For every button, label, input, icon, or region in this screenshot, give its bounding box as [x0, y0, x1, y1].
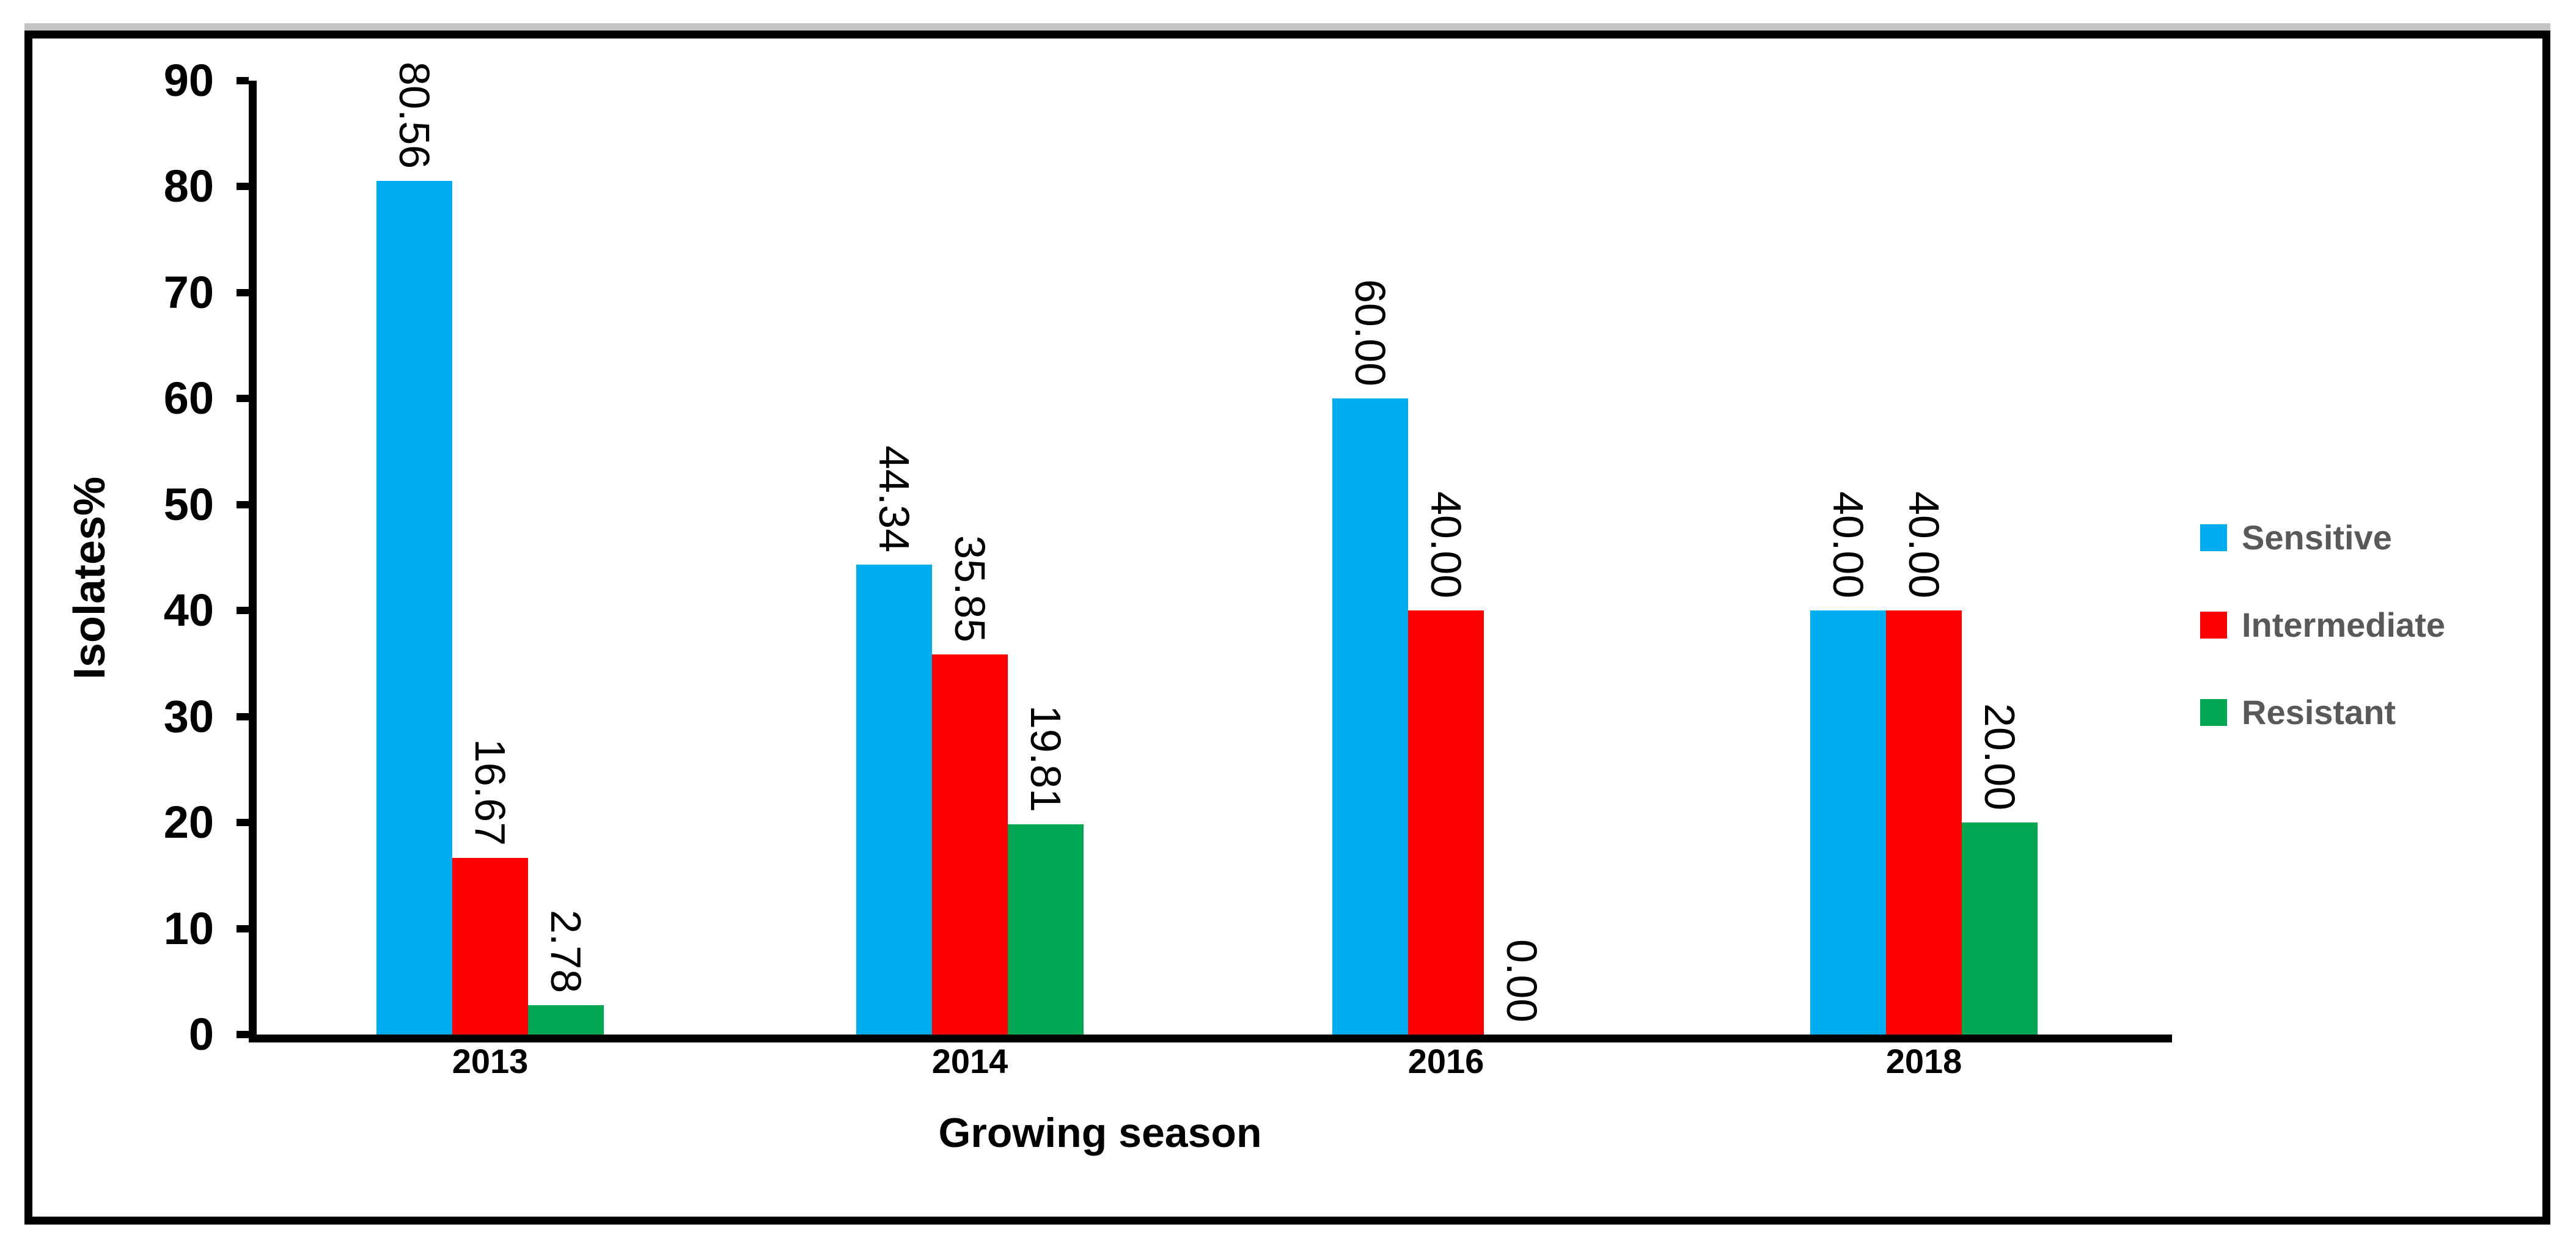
legend-item-resistant: Resistant: [2200, 694, 2396, 731]
y-axis-tick-label: 70: [163, 266, 214, 318]
y-axis-tick-label: 60: [163, 373, 214, 424]
y-axis-tick-label: 80: [163, 161, 214, 212]
bar-intermediate-2014: [932, 654, 1008, 1035]
y-axis-tick: [237, 395, 249, 403]
bar-sensitive-2013: [376, 181, 452, 1035]
bar-value-label: 40.00: [1824, 491, 1872, 598]
bar-value-label: 20.00: [1976, 703, 2024, 810]
legend-swatch-intermediate: [2200, 612, 2227, 639]
y-axis-tick: [237, 1031, 249, 1038]
bar-value-label: 35.85: [946, 535, 994, 642]
x-axis-category-label: 2018: [1885, 1042, 1962, 1080]
legend-label: Resistant: [2242, 693, 2396, 731]
bar-value-label: 80.56: [391, 61, 438, 169]
legend: Sensitive Intermediate Resistant: [2200, 0, 2567, 1249]
bar-resistant-2014: [1008, 824, 1084, 1035]
legend-item-intermediate: Intermediate: [2200, 607, 2445, 643]
y-axis-tick: [237, 500, 249, 508]
frame-top-edge: [24, 23, 2550, 31]
y-axis-tick: [237, 77, 249, 84]
y-axis-tick-label: 40: [163, 585, 214, 636]
y-axis-tick: [237, 819, 249, 827]
bar-value-label: 2.78: [542, 909, 590, 993]
x-axis-category-label: 2016: [1407, 1042, 1484, 1080]
bar-value-label: 16.67: [466, 738, 514, 846]
y-axis-tick: [237, 925, 249, 932]
legend-label: Sensitive: [2242, 518, 2392, 557]
y-axis-tick: [237, 607, 249, 615]
y-axis-tick-label: 0: [188, 1009, 214, 1060]
y-axis-tick: [237, 712, 249, 720]
bar-sensitive-2014: [856, 565, 932, 1035]
bar-value-label: 40.00: [1422, 491, 1470, 598]
y-axis-tick-label: 10: [163, 903, 214, 954]
bar-intermediate-2016: [1408, 610, 1484, 1035]
bar-value-label: 40.00: [1900, 491, 1948, 598]
bar-resistant-2018: [1962, 822, 2038, 1035]
legend-swatch-sensitive: [2200, 524, 2227, 551]
bar-intermediate-2013: [452, 858, 528, 1035]
y-axis-tick: [237, 288, 249, 296]
bar-value-label: 0.00: [1498, 939, 1546, 1022]
x-axis-category-label: 2013: [452, 1042, 529, 1080]
bar-sensitive-2016: [1332, 398, 1408, 1035]
bar-value-label: 60.00: [1346, 279, 1394, 386]
legend-label: Intermediate: [2242, 606, 2445, 644]
legend-item-sensitive: Sensitive: [2200, 519, 2392, 556]
y-axis-tick-label: 30: [163, 690, 214, 742]
bar-value-label: 44.34: [870, 445, 918, 552]
bar-value-label: 19.81: [1022, 705, 1070, 812]
legend-swatch-resistant: [2200, 699, 2227, 726]
y-axis-tick-label: 50: [163, 478, 214, 530]
bar-sensitive-2018: [1810, 610, 1886, 1035]
bar-resistant-2013: [528, 1005, 604, 1035]
y-axis-tick-label: 20: [163, 797, 214, 848]
y-axis-tick-label: 90: [163, 55, 214, 106]
figure-border: [24, 31, 2550, 1225]
x-axis-category-label: 2014: [931, 1042, 1008, 1080]
bar-intermediate-2018: [1886, 610, 1962, 1035]
plot-area: 0 10 20 30 40 50 60 70 80 90 80.56 16.67 2.78 2013 44.…: [164, 56, 2172, 1079]
x-axis-title: Growing season: [938, 1110, 1262, 1156]
y-axis-tick: [237, 183, 249, 191]
